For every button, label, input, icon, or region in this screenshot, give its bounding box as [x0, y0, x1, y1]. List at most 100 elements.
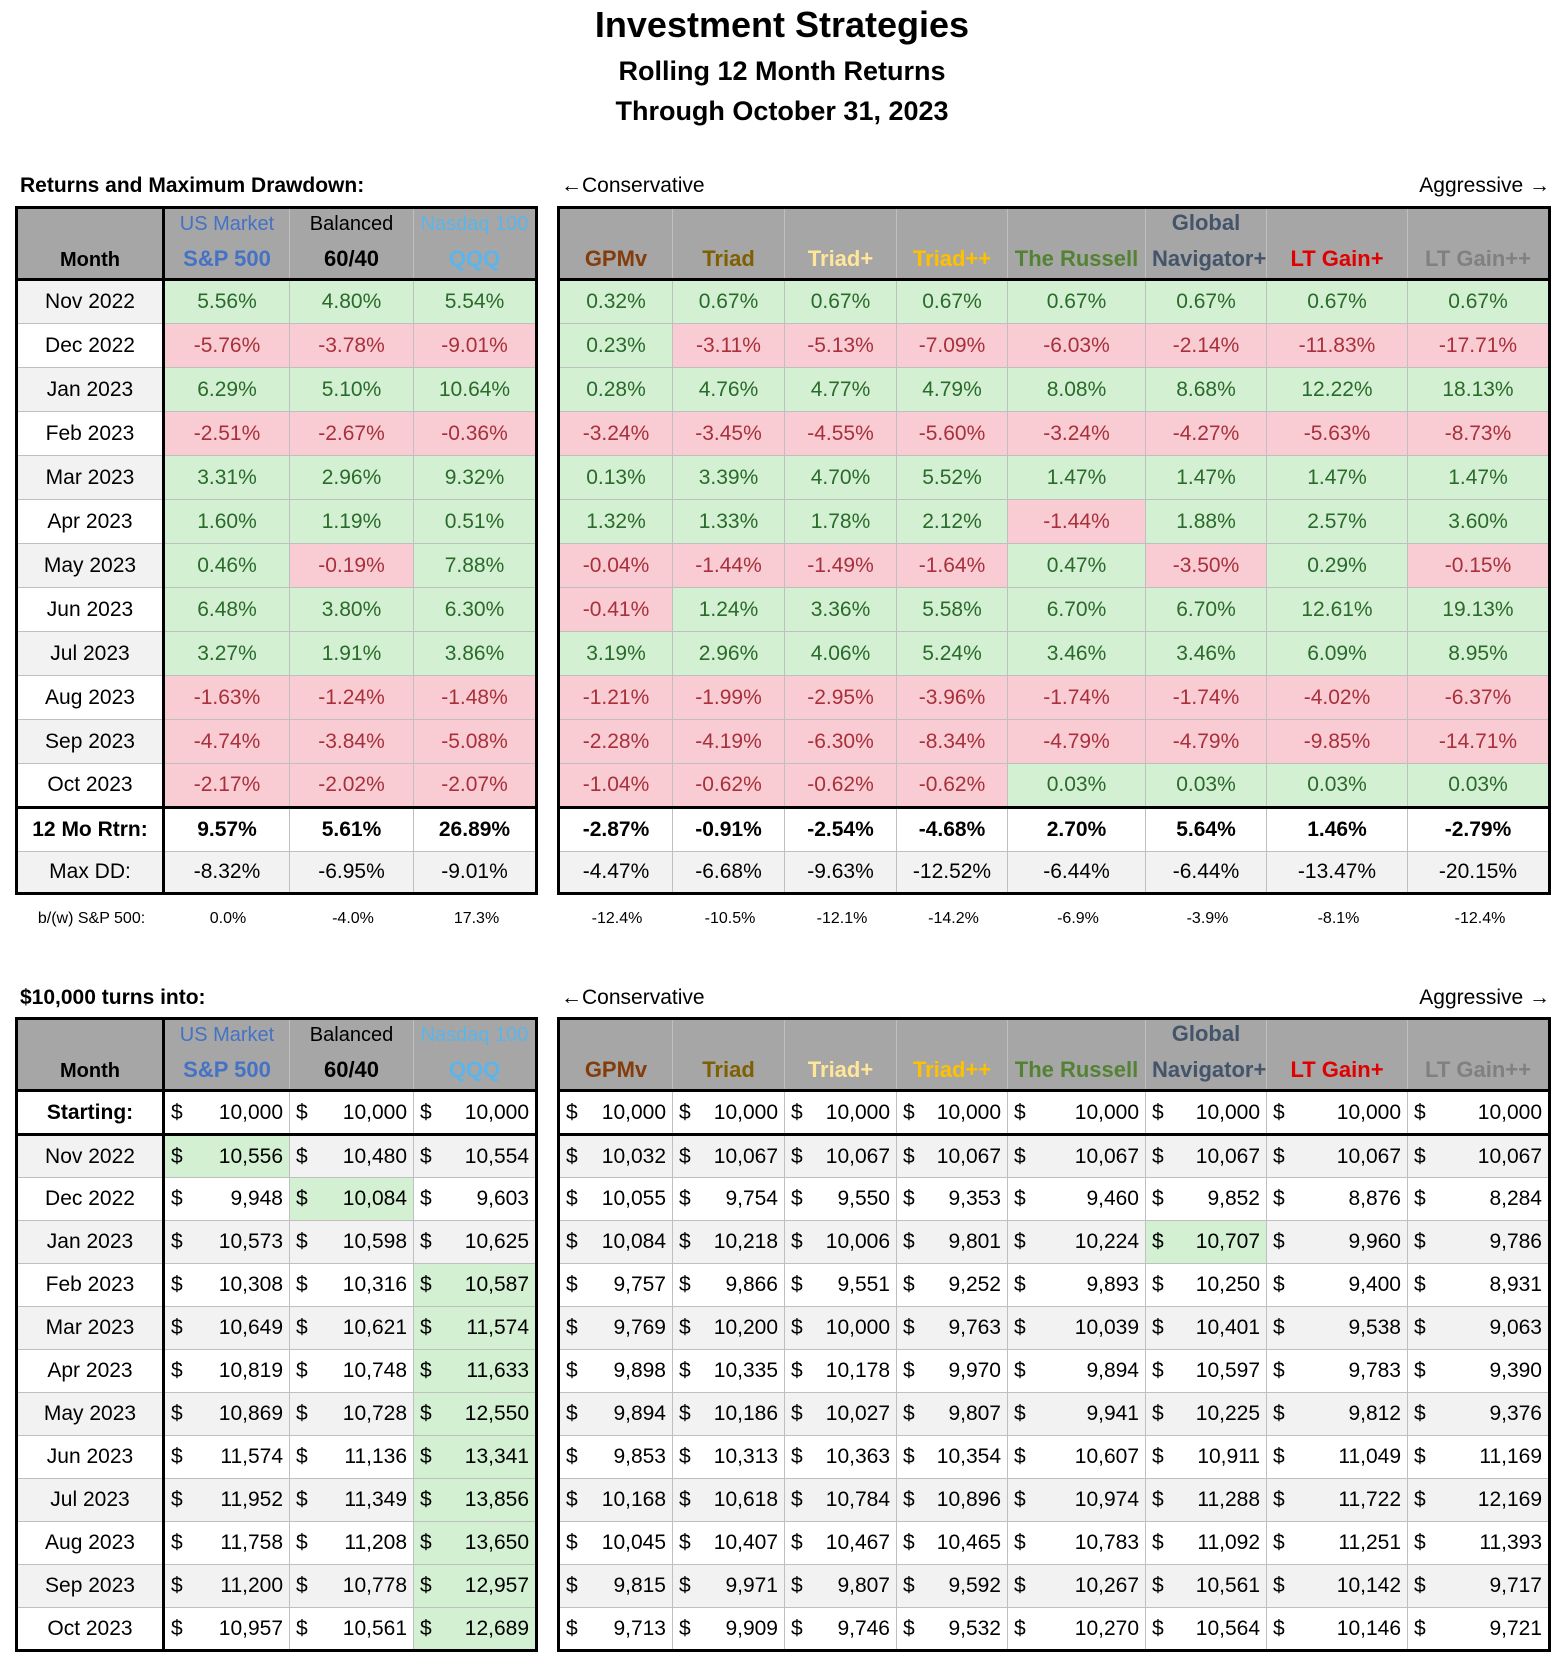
- amount: 10,363: [825, 1445, 890, 1468]
- amount: 9,894: [1086, 1359, 1139, 1382]
- month-label: Dec 2022: [16, 323, 165, 368]
- currency: $: [1152, 1402, 1164, 1425]
- summary-cell: -6.68%: [672, 851, 785, 894]
- currency: $: [171, 1488, 183, 1511]
- value-cell: $11,758: [163, 1521, 290, 1565]
- column-name: Triad++: [912, 1057, 992, 1082]
- value-cell: $11,349: [289, 1478, 414, 1522]
- amount: 10,067: [825, 1144, 890, 1168]
- currency: $: [296, 1316, 308, 1339]
- currency: $: [1152, 1187, 1164, 1210]
- currency: $: [296, 1144, 308, 1168]
- column-name: The Russell: [1014, 246, 1139, 271]
- currency: $: [1414, 1445, 1426, 1468]
- value-cell: $9,376: [1407, 1392, 1550, 1436]
- currency: $: [1414, 1488, 1426, 1511]
- return-cell: 2.12%: [896, 499, 1008, 544]
- currency: $: [1414, 1316, 1426, 1339]
- value-cell: $10,819: [163, 1349, 290, 1393]
- amount: 11,288: [1197, 1488, 1260, 1511]
- return-cell: -1.49%: [784, 543, 897, 588]
- money: $11,251: [1273, 1531, 1401, 1555]
- value-cell: $10,000: [163, 1090, 290, 1135]
- row: Jul 2023 $11,952 $11,349 $13,856: [16, 1478, 537, 1522]
- return-cell: 10.64%: [413, 367, 537, 412]
- money: $9,894: [566, 1402, 666, 1426]
- value-cell: $9,400: [1266, 1263, 1408, 1307]
- amount: 10,869: [218, 1402, 283, 1425]
- currency: $: [679, 1316, 691, 1339]
- currency: $: [566, 1144, 578, 1168]
- money: $9,746: [791, 1617, 890, 1641]
- return-cell: 1.33%: [672, 499, 785, 544]
- value-cell: $9,853: [558, 1435, 673, 1479]
- value-cell: $9,852: [1145, 1177, 1267, 1221]
- currency: $: [791, 1273, 803, 1296]
- comparison-cell: 0.0%: [209, 910, 247, 927]
- money: $8,876: [1273, 1187, 1401, 1211]
- month-label: Aug 2023: [16, 675, 165, 720]
- month-label: Jun 2023: [16, 1435, 165, 1479]
- money: $10,218: [679, 1230, 778, 1254]
- amount: 10,067: [1195, 1144, 1260, 1168]
- value-cell: $10,084: [289, 1177, 414, 1221]
- value-cell: $10,000: [784, 1090, 897, 1135]
- money: $10,000: [791, 1316, 890, 1340]
- money: $9,063: [1414, 1316, 1542, 1340]
- value-cell: $9,894: [1007, 1349, 1146, 1393]
- value-cell: $10,067: [1266, 1134, 1408, 1178]
- return-cell: -5.13%: [784, 323, 897, 368]
- money: $10,067: [791, 1145, 890, 1169]
- return-cell: 0.03%: [1266, 763, 1408, 808]
- value-cell: $10,556: [163, 1134, 290, 1178]
- return-cell: 5.52%: [896, 455, 1008, 500]
- money: $8,931: [1414, 1273, 1542, 1297]
- currency: $: [679, 1144, 691, 1168]
- currency: $: [1414, 1531, 1426, 1554]
- return-cell: 3.19%: [558, 631, 673, 676]
- currency: $: [903, 1100, 915, 1124]
- row: 0.28% 4.76% 4.77% 4.79% 8.08% 8.68% 12.22% 18.1…: [558, 367, 1550, 412]
- value-cell: $10,142: [1266, 1564, 1408, 1608]
- value-cell: $10,178: [784, 1349, 897, 1393]
- return-cell: 6.48%: [163, 587, 290, 632]
- currency: $: [566, 1574, 578, 1597]
- currency: $: [1152, 1316, 1164, 1339]
- money: $9,909: [679, 1617, 778, 1641]
- money: $10,728: [296, 1402, 407, 1426]
- currency: $: [1014, 1230, 1026, 1253]
- amount: 10,224: [1074, 1230, 1139, 1253]
- summary-cell: 1.46%: [1266, 806, 1408, 852]
- row: May 2023 $10,869 $10,728 $12,550: [16, 1392, 537, 1436]
- currency: $: [1273, 1230, 1285, 1253]
- money: $9,894: [1014, 1359, 1139, 1383]
- amount: 10,000: [601, 1100, 666, 1124]
- amount: 10,000: [825, 1316, 890, 1339]
- return-cell: -1.24%: [289, 675, 414, 720]
- money: $10,186: [679, 1402, 778, 1426]
- value-cell: $10,957: [163, 1607, 290, 1651]
- column-header: LT Gain+: [1266, 1018, 1408, 1092]
- column-name: Navigator+: [1152, 1057, 1267, 1082]
- value-cell: $10,218: [672, 1220, 785, 1264]
- month-label: Apr 2023: [16, 499, 165, 544]
- return-cell: -0.15%: [1407, 543, 1550, 588]
- value-cell: $13,650: [413, 1521, 537, 1565]
- currency: $: [171, 1402, 183, 1425]
- row: Apr 2023 $10,819 $10,748 $11,633: [16, 1349, 537, 1393]
- value-cell: $10,032: [558, 1134, 673, 1178]
- amount: 10,911: [1197, 1445, 1260, 1468]
- return-cell: -5.08%: [413, 719, 537, 764]
- money: $12,550: [420, 1402, 529, 1426]
- value-cell: $10,000: [1407, 1090, 1550, 1135]
- amount: 10,000: [1477, 1100, 1542, 1124]
- currency: $: [791, 1187, 803, 1210]
- amount: 10,067: [1336, 1144, 1401, 1168]
- value-cell: $10,401: [1145, 1306, 1267, 1350]
- title: Investment Strategies: [594, 4, 970, 45]
- amount: 10,587: [464, 1273, 529, 1296]
- month-label: Mar 2023: [16, 1306, 165, 1350]
- currency: $: [420, 1144, 432, 1168]
- money: $9,592: [903, 1574, 1001, 1598]
- amount: 9,898: [613, 1359, 666, 1382]
